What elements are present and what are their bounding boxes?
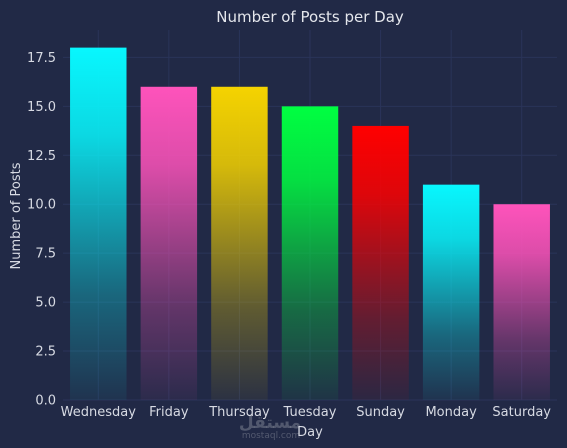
bar-sunday	[352, 125, 409, 400]
x-tick-label: Thursday	[208, 405, 270, 420]
y-tick-label: 10.0	[27, 198, 56, 213]
y-tick-label: 15.0	[27, 100, 56, 115]
y-tick-label: 0.0	[35, 394, 56, 409]
y-tick-label: 2.5	[35, 345, 56, 360]
bar-thursday	[211, 86, 268, 400]
bar-saturday	[493, 204, 550, 400]
bars	[70, 47, 550, 400]
x-tick-label: Tuesday	[283, 405, 337, 420]
x-tick-label: Wednesday	[61, 405, 137, 420]
y-axis-title: Number of Posts	[9, 162, 24, 269]
y-tick-label: 5.0	[35, 296, 56, 311]
x-tick-label: Monday	[425, 405, 477, 420]
bar-wednesday	[70, 47, 127, 400]
bar-monday	[422, 184, 480, 400]
watermark: مستقل mostaql.com	[239, 413, 301, 441]
x-tick-label: Saturday	[492, 405, 551, 420]
bar-friday	[140, 86, 198, 400]
x-tick-labels: Wednesday Friday Thursday Tuesday Sunday Mond…	[61, 405, 552, 420]
y-tick-labels: 0.0 2.5 5.0 7.5 10.0 12.5 15.0 17.5	[27, 51, 56, 409]
x-axis-title: Day	[297, 425, 323, 440]
y-tick-label: 17.5	[27, 51, 56, 66]
x-tick-label: Friday	[149, 405, 189, 420]
chart-title: Number of Posts per Day	[216, 8, 404, 26]
y-tick-label: 7.5	[35, 247, 56, 262]
watermark-arabic: مستقل	[239, 413, 301, 433]
watermark-latin: mostaql.com	[242, 431, 300, 441]
bar-tuesday	[281, 106, 339, 400]
y-tick-label: 12.5	[27, 149, 56, 164]
x-tick-label: Sunday	[356, 405, 405, 420]
